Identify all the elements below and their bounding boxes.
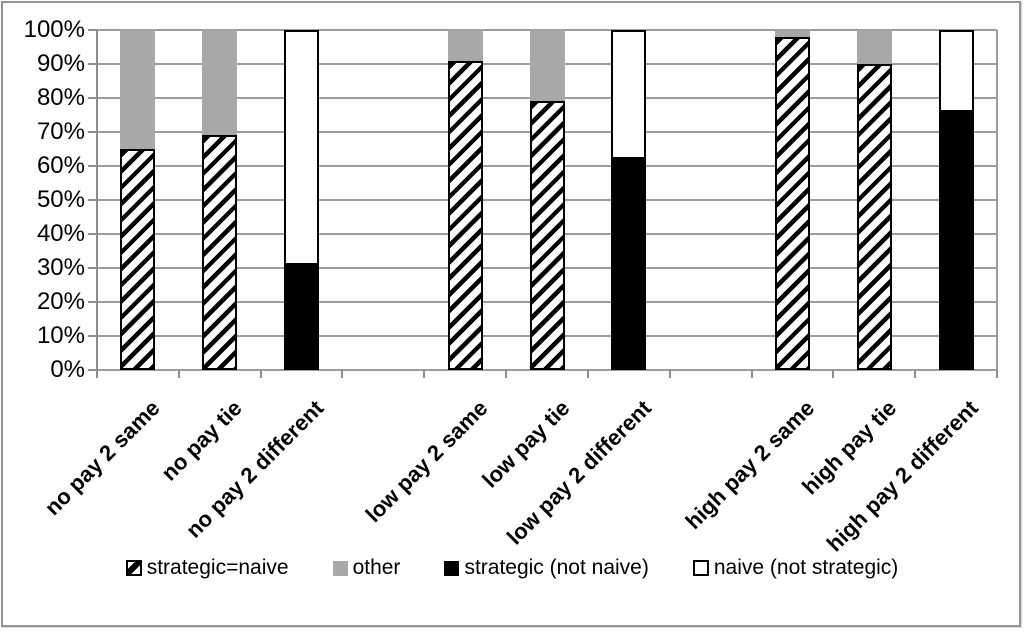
y-axis-label: 90% [36, 50, 85, 77]
y-axis-tick [88, 369, 97, 371]
x-axis-tick [914, 370, 917, 378]
bar-segment-hatch [120, 149, 155, 370]
y-axis-label: 10% [36, 322, 85, 349]
x-axis-tick [750, 370, 753, 378]
legend-label: other [352, 556, 401, 579]
x-axis-tick [996, 370, 998, 378]
legend-item: strategic (not naive) [444, 556, 649, 580]
legend-item: naive (not strategic) [692, 556, 899, 580]
legend-item: strategic=naive [125, 556, 289, 580]
y-axis-label: 60% [36, 152, 85, 179]
y-axis-tick [88, 165, 97, 167]
bar-segment-hatch [448, 60, 483, 370]
y-axis-tick [88, 335, 97, 337]
y-axis-line [96, 30, 98, 370]
y-axis-label: 20% [36, 288, 85, 315]
gridline [97, 369, 997, 371]
y-axis-label: 50% [36, 186, 85, 213]
bar-segment-hatch [857, 64, 892, 370]
y-axis-label: 0% [50, 356, 85, 383]
bar-segment-gray [448, 30, 483, 61]
bar-segment-black [611, 159, 646, 370]
bar-segment-white [284, 30, 319, 265]
bar-segment-hatch [202, 135, 237, 370]
legend: strategic=naive other strategic (not naive… [0, 556, 1024, 580]
y-axis-label: 100% [23, 16, 85, 43]
bar-segment-gray [775, 30, 810, 37]
x-axis-tick [423, 370, 426, 378]
bar-segment-white [611, 30, 646, 160]
y-axis-tick [88, 29, 97, 31]
legend-swatch-black-icon [444, 560, 460, 576]
x-axis-tick [832, 370, 835, 378]
y-axis-label: 70% [36, 118, 85, 145]
legend-swatch-hatch-icon [125, 560, 142, 576]
bar-segment-hatch [530, 101, 565, 370]
plot-right-border [996, 30, 998, 370]
x-axis-tick [341, 370, 344, 378]
bar-segment-black [939, 111, 974, 370]
y-axis-tick [88, 301, 97, 303]
bar-segment-gray [857, 30, 892, 64]
x-axis-tick [259, 370, 262, 378]
y-axis-tick [88, 199, 97, 201]
y-axis-tick [88, 63, 97, 65]
bar-segment-gray [202, 30, 237, 136]
x-axis-tick [668, 370, 671, 378]
y-axis-tick [88, 97, 97, 99]
bar-segment-gray [120, 30, 155, 149]
legend-swatch-gray-icon [332, 560, 348, 576]
x-axis-tick [586, 370, 589, 378]
legend-item: other [332, 556, 401, 580]
bar-segment-hatch [775, 36, 810, 370]
y-axis-tick [88, 131, 97, 133]
y-axis-label: 30% [36, 254, 85, 281]
legend-label: strategic (not naive) [464, 556, 649, 579]
x-axis-tick [177, 370, 180, 378]
y-axis-tick [88, 267, 97, 269]
bar-segment-white [939, 30, 974, 112]
y-axis-tick [88, 233, 97, 235]
x-axis-tick [505, 370, 508, 378]
legend-label: strategic=naive [146, 556, 289, 579]
bar-segment-black [284, 264, 319, 370]
y-axis-label: 40% [36, 220, 85, 247]
bar-segment-gray [530, 30, 565, 102]
legend-label: naive (not strategic) [713, 556, 899, 579]
legend-swatch-white-icon [692, 560, 709, 576]
x-axis-tick [96, 370, 98, 378]
y-axis-label: 80% [36, 84, 85, 111]
